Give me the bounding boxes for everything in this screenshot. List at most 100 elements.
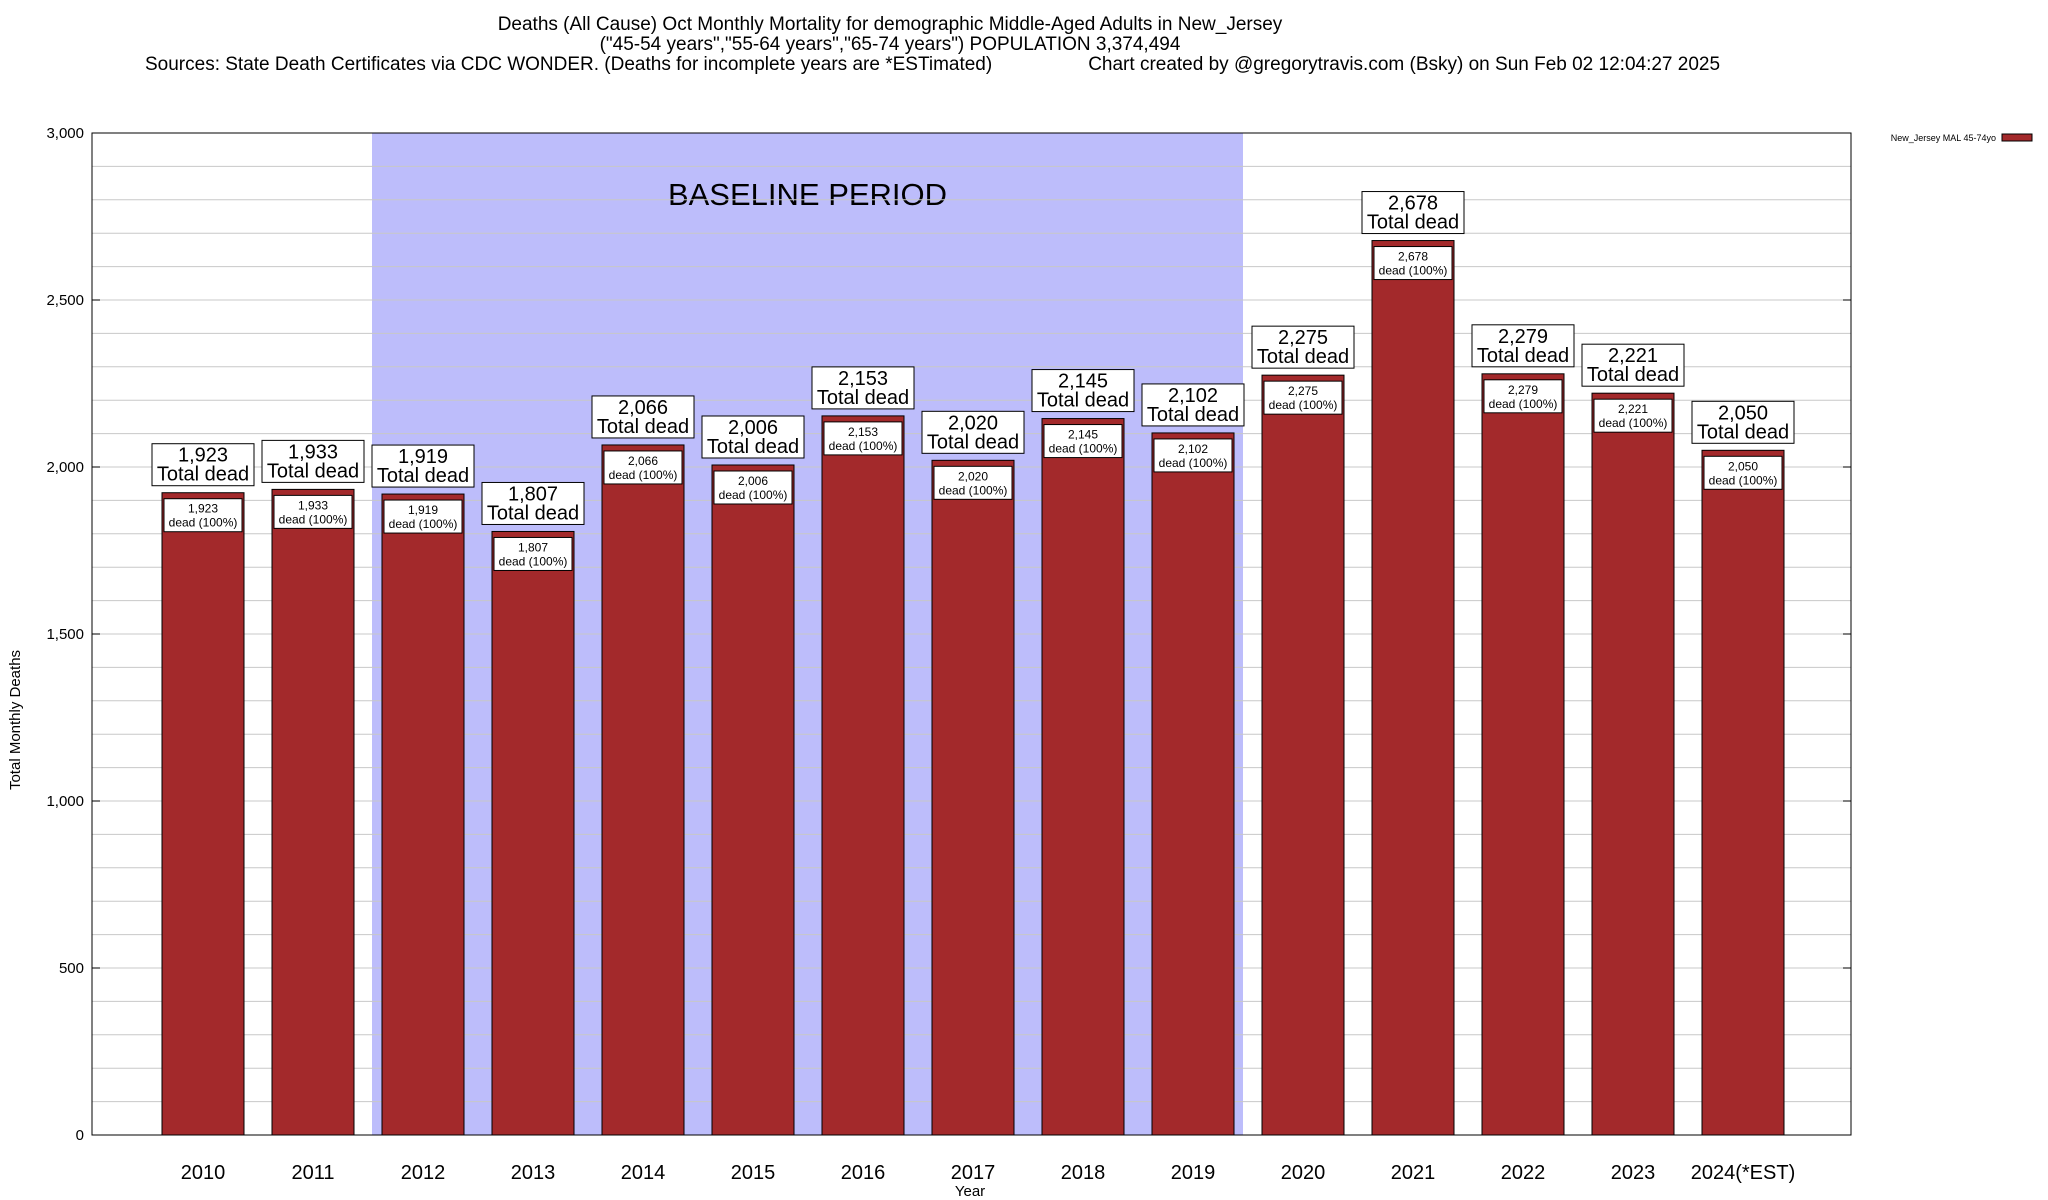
inner-percent-label: dead (100%)	[1159, 456, 1228, 470]
inner-label-box	[933, 465, 1013, 500]
total-label-box	[921, 410, 1025, 454]
x-tick-label: 2019	[1171, 1162, 1216, 1184]
chart-subtitle: ("45-54 years","55-64 years","65-74 year…	[599, 34, 1181, 55]
inner-label-box	[1043, 424, 1123, 459]
inner-percent-label: dead (100%)	[1379, 264, 1448, 278]
legend-swatch	[2001, 133, 2033, 142]
x-tick-label: 2017	[951, 1162, 996, 1184]
inner-value-label: 1,923	[188, 502, 218, 516]
total-dead-label: Total dead	[1147, 404, 1239, 426]
bar	[1041, 418, 1125, 1136]
total-dead-label: Total dead	[707, 436, 799, 458]
total-dead-label: Total dead	[1587, 364, 1679, 386]
inner-value-label: 2,678	[1398, 250, 1428, 264]
inner-percent-label: dead (100%)	[389, 517, 458, 531]
inner-label-box	[1593, 398, 1673, 433]
chart-credit: Chart created by @gregorytravis.com (Bsk…	[1088, 54, 1721, 75]
total-label-box	[811, 366, 915, 410]
bar	[271, 488, 355, 1136]
total-value-label: 2,221	[1608, 345, 1658, 367]
inner-value-label: 1,933	[298, 498, 328, 512]
inner-percent-label: dead (100%)	[1269, 398, 1338, 412]
inner-percent-label: dead (100%)	[1489, 397, 1558, 411]
x-tick-label: 2018	[1061, 1162, 1106, 1184]
inner-label-box	[163, 498, 243, 533]
total-label-box	[371, 444, 475, 488]
total-label-box	[1141, 383, 1245, 427]
x-tick-label: 2013	[511, 1162, 556, 1184]
bar	[1151, 432, 1235, 1136]
x-tick-label: 2024(*EST)	[1691, 1162, 1796, 1184]
inner-label-box	[1263, 380, 1343, 415]
bar	[161, 492, 245, 1136]
total-value-label: 2,020	[948, 412, 998, 434]
inner-value-label: 2,020	[958, 469, 988, 483]
inner-value-label: 2,145	[1068, 428, 1098, 442]
total-label-box	[591, 395, 695, 439]
chart-sources-credit: Sources: State Death Certificates via CD…	[145, 54, 1720, 76]
bar	[1371, 240, 1455, 1136]
inner-percent-label: dead (100%)	[1599, 416, 1668, 430]
total-dead-label: Total dead	[1477, 345, 1569, 367]
inner-value-label: 2,050	[1728, 459, 1758, 473]
bar	[601, 444, 685, 1136]
total-value-label: 1,923	[178, 445, 228, 467]
inner-label-box	[1703, 455, 1783, 490]
inner-percent-label: dead (100%)	[829, 439, 898, 453]
x-tick-label: 2016	[841, 1162, 886, 1184]
total-label-box	[1691, 400, 1795, 444]
total-value-label: 2,275	[1278, 327, 1328, 349]
x-tick-label: 2023	[1611, 1162, 1656, 1184]
x-tick-label: 2021	[1391, 1162, 1436, 1184]
y-tick-label: 1,500	[46, 626, 84, 643]
total-label-box	[1251, 325, 1355, 369]
x-tick-label: 2020	[1281, 1162, 1326, 1184]
total-value-label: 2,145	[1058, 371, 1108, 393]
total-label-box	[1361, 191, 1465, 235]
baseline-label: BASELINE PERIOD	[668, 177, 947, 212]
total-dead-label: Total dead	[597, 416, 689, 438]
inner-label-box	[493, 536, 573, 571]
bar	[491, 530, 575, 1136]
inner-label-box	[273, 494, 353, 529]
legend-label: New_Jersey MAL 45-74yo	[1891, 133, 1996, 143]
inner-value-label: 1,919	[408, 503, 438, 517]
inner-percent-label: dead (100%)	[169, 516, 238, 530]
bar	[1261, 374, 1345, 1136]
total-value-label: 2,066	[618, 397, 668, 419]
total-value-label: 2,279	[1498, 326, 1548, 348]
total-label-box	[1581, 343, 1685, 387]
y-tick-label: 500	[59, 960, 84, 977]
total-label-box	[481, 481, 585, 525]
inner-value-label: 2,153	[848, 425, 878, 439]
total-dead-label: Total dead	[377, 465, 469, 487]
bar	[381, 493, 465, 1136]
x-tick-label: 2015	[731, 1162, 776, 1184]
inner-percent-label: dead (100%)	[609, 468, 678, 482]
inner-value-label: 2,221	[1618, 402, 1648, 416]
y-tick-label: 2,000	[46, 459, 84, 476]
x-tick-label: 2012	[401, 1162, 446, 1184]
total-dead-label: Total dead	[1697, 421, 1789, 443]
inner-label-box	[603, 450, 683, 485]
inner-label-box	[1153, 438, 1233, 473]
x-tick-label: 2022	[1501, 1162, 1546, 1184]
bar	[821, 415, 905, 1136]
bar	[1701, 449, 1785, 1136]
total-label-box	[1471, 324, 1575, 368]
total-label-box	[261, 439, 365, 483]
bar	[1481, 373, 1565, 1136]
y-axis-label: Total Monthly Deaths	[7, 650, 24, 790]
total-value-label: 2,678	[1388, 193, 1438, 215]
y-tick-label: 0	[76, 1127, 84, 1144]
inner-label-box	[823, 421, 903, 456]
total-dead-label: Total dead	[1367, 212, 1459, 234]
inner-percent-label: dead (100%)	[279, 512, 348, 526]
inner-value-label: 2,102	[1178, 442, 1208, 456]
total-value-label: 2,006	[728, 417, 778, 439]
total-value-label: 2,153	[838, 368, 888, 390]
chart-title: Deaths (All Cause) Oct Monthly Mortality…	[497, 14, 1283, 35]
legend: New_Jersey MAL 45-74yo	[1891, 133, 2033, 143]
total-value-label: 2,050	[1718, 402, 1768, 424]
